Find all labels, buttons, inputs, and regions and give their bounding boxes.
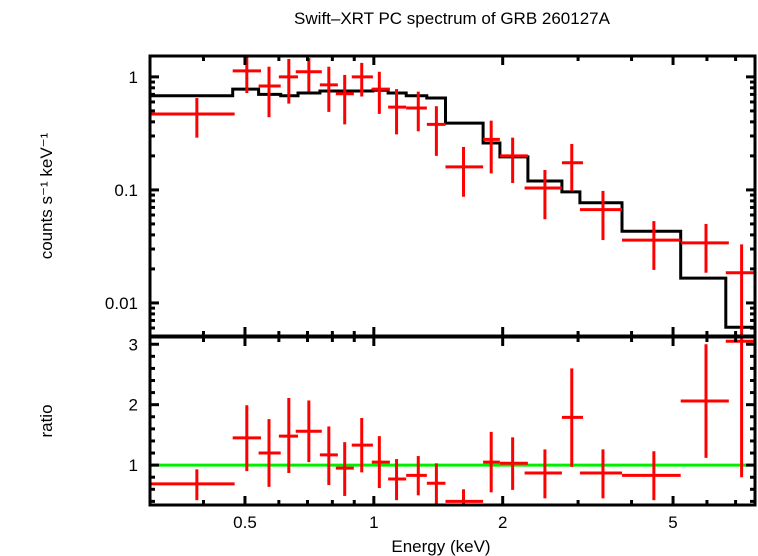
x-tick-label: 2 bbox=[498, 513, 507, 532]
ratio-point bbox=[406, 456, 427, 496]
data-point bbox=[499, 137, 528, 184]
data-point bbox=[232, 56, 261, 94]
x-tick-label: 1 bbox=[369, 513, 378, 532]
ratio-point bbox=[335, 442, 354, 496]
spectrum-plot-area bbox=[150, 56, 755, 336]
data-point bbox=[150, 98, 235, 138]
ratio-frame bbox=[148, 335, 757, 507]
ratio-point bbox=[579, 449, 623, 499]
data-point bbox=[335, 74, 354, 125]
ratio-point bbox=[295, 400, 322, 463]
data-point bbox=[258, 66, 281, 118]
data-point bbox=[725, 244, 755, 336]
ratio-point bbox=[258, 419, 281, 487]
data-point bbox=[524, 170, 562, 220]
model-step-line bbox=[150, 87, 755, 329]
data-point bbox=[561, 143, 583, 191]
y-axis-label-spectrum: counts s⁻¹ keV⁻¹ bbox=[37, 132, 56, 259]
y-tick-label: 1 bbox=[129, 68, 138, 87]
x-tick-label: 0.5 bbox=[233, 513, 257, 532]
ratio-point bbox=[388, 459, 407, 501]
data-point bbox=[351, 62, 373, 97]
y-tick-label: 2 bbox=[129, 396, 138, 415]
data-point bbox=[278, 58, 298, 104]
x-axis-label: Energy (keV) bbox=[391, 537, 490, 556]
chart-title: Swift–XRT PC spectrum of GRB 260127A bbox=[294, 9, 611, 28]
data-point bbox=[579, 190, 623, 241]
ratio-point bbox=[426, 463, 446, 505]
ratio-point bbox=[150, 469, 235, 501]
data-point bbox=[319, 66, 338, 112]
ratio-point bbox=[351, 417, 373, 473]
ratio-point bbox=[445, 489, 484, 505]
ratio-point bbox=[499, 437, 528, 490]
ratio-point bbox=[371, 436, 390, 489]
ratio-point bbox=[319, 426, 338, 486]
y-tick-label: 1 bbox=[129, 456, 138, 475]
spectrum-panel: 1 0.1 0.01 bbox=[105, 54, 757, 338]
data-point bbox=[371, 71, 390, 114]
y-tick-label: 0.01 bbox=[105, 294, 138, 313]
ratio-point bbox=[622, 451, 681, 501]
ratio-plot-area bbox=[150, 337, 755, 505]
y-tick-label: 3 bbox=[129, 335, 138, 354]
ratio-panel: 1 2 3 0.5 1 2 5 bbox=[129, 335, 757, 532]
data-point bbox=[295, 57, 322, 92]
data-point bbox=[622, 221, 681, 270]
data-point bbox=[680, 223, 729, 273]
spectrum-frame bbox=[148, 54, 757, 338]
data-point bbox=[388, 89, 407, 135]
data-point bbox=[445, 146, 484, 197]
data-point bbox=[483, 120, 500, 174]
data-point bbox=[426, 106, 446, 156]
ratio-point bbox=[561, 368, 583, 467]
ratio-point bbox=[232, 405, 261, 472]
ratio-point bbox=[483, 431, 500, 493]
ratio-point bbox=[278, 398, 298, 473]
y-axis-label-ratio: ratio bbox=[37, 404, 56, 437]
ratio-point bbox=[725, 337, 755, 478]
data-point bbox=[406, 91, 427, 132]
x-tick-label: 5 bbox=[668, 513, 677, 532]
ratio-point bbox=[680, 344, 729, 458]
y-tick-label: 0.1 bbox=[114, 181, 138, 200]
ratio-point bbox=[524, 449, 562, 499]
